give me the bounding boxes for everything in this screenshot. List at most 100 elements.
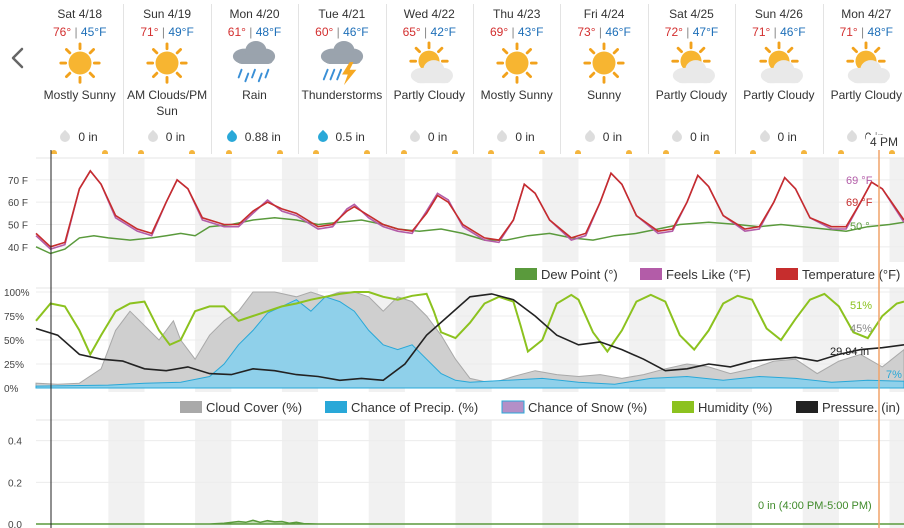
day-label: Sat 4/18 — [57, 7, 103, 21]
night-shading — [108, 288, 145, 392]
raindrop-icon — [58, 129, 73, 145]
y-tick-label: 40 F — [8, 243, 28, 254]
condition-summary: Mostly Sunny — [43, 88, 116, 102]
temp-separator: | — [245, 25, 256, 39]
night-shading — [629, 158, 666, 262]
current-time-label: 4 PM — [866, 135, 903, 149]
y-tick-label: 50 F — [8, 221, 28, 232]
low-temp: 48°F — [255, 25, 282, 39]
night-shading — [889, 420, 904, 528]
day-divider — [473, 4, 474, 154]
low-temp: 42°F — [430, 25, 456, 39]
day-column[interactable]: Thu 4/23 69° | 43°F Mostly Sunny 0 in — [473, 0, 560, 158]
chevron-left-icon — [11, 47, 24, 69]
high-temp: 65° — [402, 25, 421, 39]
sunset-icon — [102, 150, 108, 154]
precip-value: 0 in — [165, 130, 186, 144]
night-shading — [195, 288, 232, 392]
y-tick-label: 0.2 — [8, 478, 22, 489]
day-column[interactable]: Sat 4/18 76° | 45°F Mostly Sunny 0 in — [36, 0, 123, 158]
night-shading — [368, 288, 405, 392]
sunrise-icon — [662, 150, 669, 154]
day-column[interactable]: Mon 4/20 61° | 48°F Rain 0.88 in — [211, 0, 298, 158]
night-shading — [629, 288, 666, 392]
day-temps: 71° | 49°F — [123, 25, 210, 39]
day-label: Sun 4/19 — [143, 7, 192, 21]
night-shading — [802, 288, 839, 392]
day-label: Tue 4/21 — [318, 7, 366, 21]
sunrise-icon — [488, 150, 494, 154]
legend-label[interactable]: Humidity (%) — [698, 400, 772, 415]
precip-value: 0.5 in — [335, 130, 365, 144]
y-tick-label: 100% — [4, 288, 30, 299]
high-temp: 71° — [752, 25, 771, 39]
precip-value: 0.88 in — [244, 130, 281, 144]
y-tick-label: 0% — [4, 384, 19, 395]
temp-separator: | — [770, 25, 781, 39]
precip-total: 0 in — [123, 129, 209, 145]
pressure-line — [35, 293, 904, 382]
legend-label[interactable]: Dew Point (°) — [541, 267, 618, 282]
precip-amount-area — [36, 519, 904, 525]
condition-summary: Mostly Sunny — [480, 88, 553, 102]
day-label: Sat 4/25 — [669, 7, 714, 21]
partly-cloudy-icon — [409, 41, 454, 84]
legend-swatch — [776, 268, 798, 280]
night-shading — [455, 158, 492, 262]
temp-separator: | — [158, 25, 169, 39]
night-shading — [281, 288, 319, 392]
legend-label[interactable]: Chance of Precip. (%) — [351, 400, 478, 415]
value-annotation: 7% — [886, 369, 902, 381]
day-column[interactable]: Sun 4/26 71° | 46°F Partly Cloudy 0 in — [735, 0, 822, 158]
temp-separator: | — [420, 25, 431, 39]
legend-label[interactable]: Chance of Snow (%) — [528, 400, 647, 415]
night-shading — [889, 288, 904, 392]
raindrop-icon — [315, 129, 330, 145]
sunset-icon — [276, 150, 283, 154]
y-tick-label: 75% — [4, 312, 24, 323]
day-column[interactable]: Tue 4/21 60° | 46°F Thunderstorms 0.5 in — [298, 0, 385, 158]
value-annotation: 0 in (4:00 PM-5:00 PM) — [758, 500, 872, 512]
day-column[interactable]: Wed 4/22 65° | 42°F Partly Cloudy 0 in — [386, 0, 473, 158]
night-shading — [368, 420, 405, 528]
condition-summary: Partly Cloudy — [743, 88, 815, 102]
condition-summary: AM Clouds/PM Sun — [127, 88, 208, 118]
legend-label[interactable]: Feels Like (°F) — [666, 267, 751, 282]
sunset-icon — [801, 150, 808, 154]
day-column[interactable]: Sun 4/19 71° | 49°F AM Clouds/PM Sun 0 i… — [123, 0, 210, 158]
value-annotation: 69 °F — [846, 197, 873, 209]
sunrise-sunset-markers — [473, 150, 559, 156]
day-column[interactable]: Fri 4/24 73° | 46°F Sunny 0 in — [560, 0, 647, 158]
temp-separator: | — [508, 25, 518, 39]
precip-total: 0.5 in — [298, 129, 384, 145]
precip-total: 0 in — [560, 129, 646, 145]
night-shading — [108, 420, 145, 528]
precip-total: 0 in — [735, 129, 821, 145]
legend-label[interactable]: Temperature (°F) — [802, 267, 900, 282]
day-column[interactable]: Mon 4/27 71° | 48°F Partly Cloudy 0 in — [823, 0, 904, 158]
sunset-icon — [713, 150, 720, 154]
temp-separator: | — [682, 25, 693, 39]
day-column[interactable]: Sat 4/25 72° | 47°F Partly Cloudy 0 in — [648, 0, 735, 158]
raindrop-icon — [224, 129, 239, 145]
partly-cloudy-icon — [759, 41, 803, 84]
night-shading — [108, 158, 145, 262]
sunrise-sunset-markers — [123, 150, 209, 156]
sunset-icon — [539, 150, 545, 154]
high-temp: 71° — [140, 25, 159, 39]
day-divider — [735, 4, 737, 154]
sunset-icon — [451, 150, 458, 154]
sunny-icon — [59, 42, 101, 84]
night-shading — [455, 288, 492, 392]
raindrop-icon — [757, 129, 772, 145]
legend-label[interactable]: Cloud Cover (%) — [206, 400, 302, 415]
value-annotation: 51% — [850, 300, 872, 312]
day-label: Thu 4/23 — [493, 7, 541, 21]
previous-days-button[interactable] — [8, 46, 28, 70]
legend-label[interactable]: Pressure. (in) — [822, 400, 900, 415]
precip-value: 0 in — [78, 130, 98, 144]
day-temps: 71° | 48°F — [823, 25, 904, 39]
low-temp: 48°F — [867, 25, 893, 39]
condition-summary: Partly Cloudy — [655, 88, 728, 102]
